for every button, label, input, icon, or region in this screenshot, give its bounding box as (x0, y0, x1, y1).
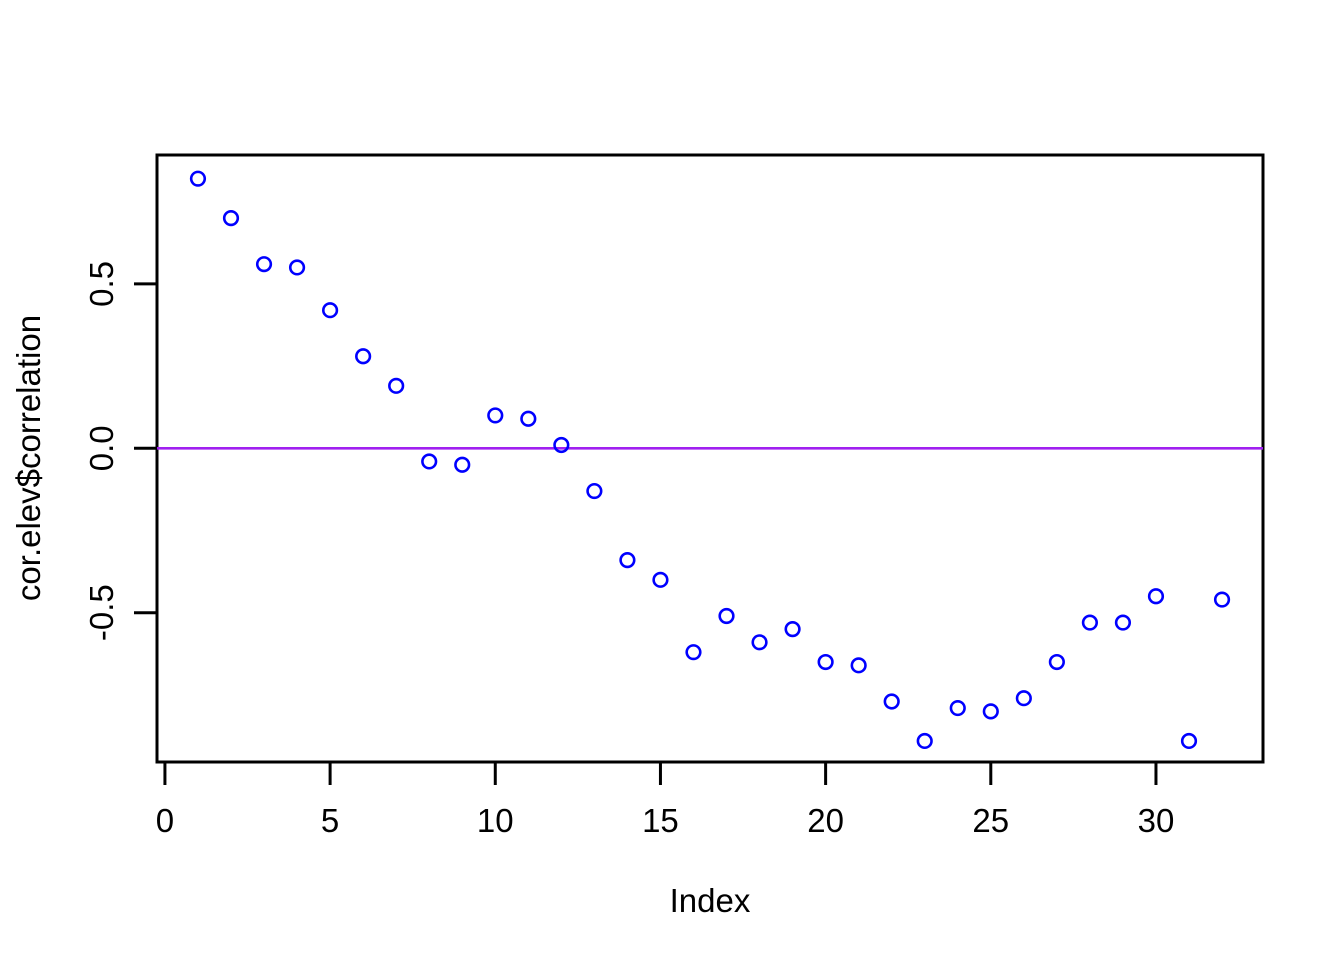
data-point (1147, 588, 1165, 605)
data-point (982, 703, 999, 720)
plot-box (155, 153, 1265, 764)
x-axis-label: Index (670, 882, 751, 919)
y-axis-label: cor.elev$correlation (10, 315, 47, 601)
data-point (388, 377, 405, 394)
x-axis-tick-label: 15 (642, 802, 679, 839)
data-point (850, 657, 867, 674)
x-axis-tick-label: 5 (321, 802, 339, 839)
data-point (784, 621, 801, 638)
y-axis-tick-label: 0.0 (83, 425, 120, 471)
data-point (718, 607, 735, 625)
data-point (817, 653, 834, 671)
data-point (1180, 732, 1198, 750)
data-point (1048, 653, 1065, 671)
data-point (1081, 614, 1098, 631)
data-point (883, 693, 900, 710)
data-point (487, 407, 504, 424)
data-point (619, 552, 636, 569)
data-point (189, 170, 207, 187)
data-point (454, 456, 471, 473)
x-axis-tick-label: 20 (807, 802, 844, 839)
x-axis-tick-label: 25 (972, 802, 1009, 839)
y-axis-tick-label: -0.5 (83, 584, 120, 641)
data-point (949, 699, 966, 717)
data-point (916, 732, 933, 750)
x-axis-tick-label: 0 (156, 802, 174, 839)
data-point (355, 348, 372, 365)
data-point (1213, 591, 1231, 608)
data-point (685, 644, 702, 661)
x-axis-tick-label: 30 (1138, 802, 1175, 839)
data-point (255, 256, 273, 273)
data-point (586, 482, 603, 500)
data-point (751, 634, 768, 651)
data-point (322, 302, 339, 319)
data-point (553, 436, 570, 454)
x-axis-tick-label: 10 (477, 802, 514, 839)
data-point (288, 259, 306, 276)
data-point (1015, 690, 1032, 707)
data-point (1114, 614, 1132, 631)
y-axis-tick-label: 0.5 (83, 261, 120, 307)
data-point (222, 210, 240, 227)
data-point (652, 571, 669, 588)
data-point (421, 453, 438, 470)
data-point (520, 410, 537, 427)
